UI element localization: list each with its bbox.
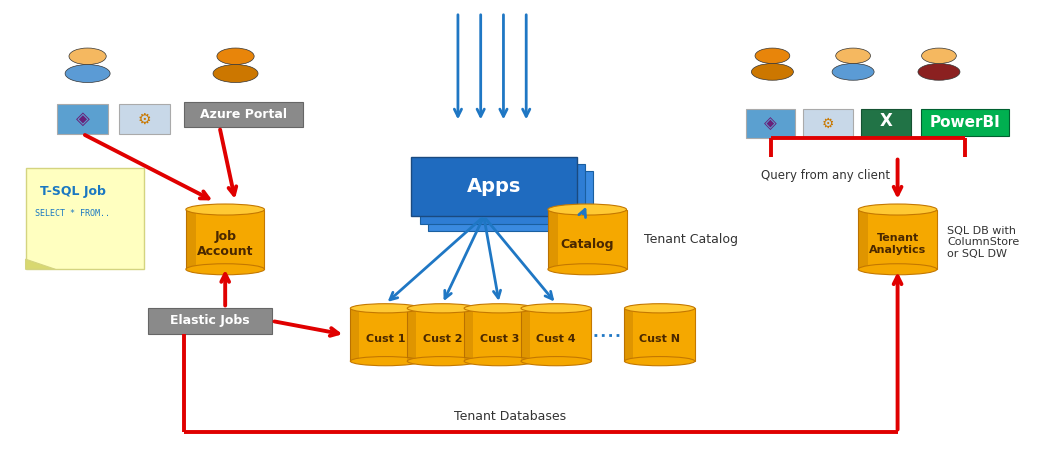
Ellipse shape: [464, 304, 535, 313]
Ellipse shape: [213, 65, 258, 82]
Ellipse shape: [833, 64, 874, 80]
Text: ◈: ◈: [764, 114, 776, 133]
Text: Elastic Jobs: Elastic Jobs: [170, 314, 249, 327]
Text: Cust N: Cust N: [639, 334, 680, 344]
FancyBboxPatch shape: [350, 308, 421, 361]
Ellipse shape: [624, 357, 695, 366]
FancyBboxPatch shape: [464, 308, 535, 361]
Circle shape: [921, 48, 957, 64]
Text: ⚙: ⚙: [822, 117, 835, 131]
Ellipse shape: [407, 357, 477, 366]
FancyBboxPatch shape: [412, 157, 577, 216]
Text: Cust 1: Cust 1: [366, 334, 405, 344]
Ellipse shape: [624, 304, 695, 313]
Ellipse shape: [407, 304, 477, 313]
FancyBboxPatch shape: [464, 308, 473, 361]
FancyBboxPatch shape: [548, 210, 626, 269]
Ellipse shape: [521, 304, 592, 313]
FancyBboxPatch shape: [521, 308, 529, 361]
Text: Catalog: Catalog: [561, 238, 614, 251]
Ellipse shape: [350, 357, 421, 366]
Ellipse shape: [65, 65, 110, 82]
FancyBboxPatch shape: [119, 104, 170, 134]
FancyBboxPatch shape: [26, 168, 145, 269]
FancyBboxPatch shape: [862, 109, 911, 138]
Ellipse shape: [918, 64, 960, 80]
FancyBboxPatch shape: [420, 164, 586, 224]
FancyBboxPatch shape: [803, 109, 853, 138]
Text: Azure Portal: Azure Portal: [200, 108, 287, 121]
FancyBboxPatch shape: [548, 210, 557, 269]
Text: SQL DB with
ColumnStore
or SQL DW: SQL DB with ColumnStore or SQL DW: [947, 226, 1019, 259]
Text: Tenant Catalog: Tenant Catalog: [644, 233, 738, 246]
Ellipse shape: [350, 304, 421, 313]
FancyBboxPatch shape: [921, 109, 1010, 136]
Circle shape: [836, 48, 870, 64]
Text: Cust 3: Cust 3: [479, 334, 519, 344]
Circle shape: [69, 48, 106, 65]
Circle shape: [217, 48, 254, 65]
Ellipse shape: [521, 357, 592, 366]
Ellipse shape: [464, 357, 535, 366]
FancyBboxPatch shape: [624, 308, 634, 361]
FancyBboxPatch shape: [350, 308, 359, 361]
FancyBboxPatch shape: [183, 101, 303, 127]
FancyBboxPatch shape: [148, 308, 272, 333]
Ellipse shape: [185, 204, 265, 215]
Text: Query from any client: Query from any client: [761, 169, 890, 181]
Text: X: X: [879, 113, 893, 130]
FancyBboxPatch shape: [521, 308, 592, 361]
FancyBboxPatch shape: [745, 109, 795, 138]
FancyBboxPatch shape: [56, 104, 108, 134]
FancyBboxPatch shape: [407, 308, 477, 361]
Ellipse shape: [859, 204, 937, 215]
Ellipse shape: [548, 204, 626, 215]
Text: Tenant Databases: Tenant Databases: [453, 410, 566, 423]
Text: Tenant
Analytics: Tenant Analytics: [869, 233, 926, 255]
FancyBboxPatch shape: [624, 308, 695, 361]
Polygon shape: [26, 259, 55, 269]
Text: ◈: ◈: [75, 110, 90, 128]
Text: SELECT * FROM..: SELECT * FROM..: [35, 209, 110, 218]
FancyBboxPatch shape: [185, 210, 265, 269]
Ellipse shape: [185, 264, 265, 275]
Text: Cust 4: Cust 4: [537, 334, 576, 344]
Text: T-SQL Job: T-SQL Job: [40, 185, 105, 198]
Ellipse shape: [548, 264, 626, 275]
Ellipse shape: [751, 64, 793, 80]
Text: Job
Account: Job Account: [197, 230, 253, 258]
Text: Cust 2: Cust 2: [423, 334, 463, 344]
FancyBboxPatch shape: [859, 210, 937, 269]
FancyBboxPatch shape: [859, 210, 868, 269]
Text: Apps: Apps: [467, 177, 521, 196]
Circle shape: [755, 48, 790, 64]
Text: PowerBI: PowerBI: [929, 115, 1000, 130]
FancyBboxPatch shape: [428, 172, 594, 231]
FancyBboxPatch shape: [407, 308, 416, 361]
Text: ⚙: ⚙: [138, 111, 151, 126]
FancyBboxPatch shape: [185, 210, 196, 269]
Ellipse shape: [859, 264, 937, 275]
